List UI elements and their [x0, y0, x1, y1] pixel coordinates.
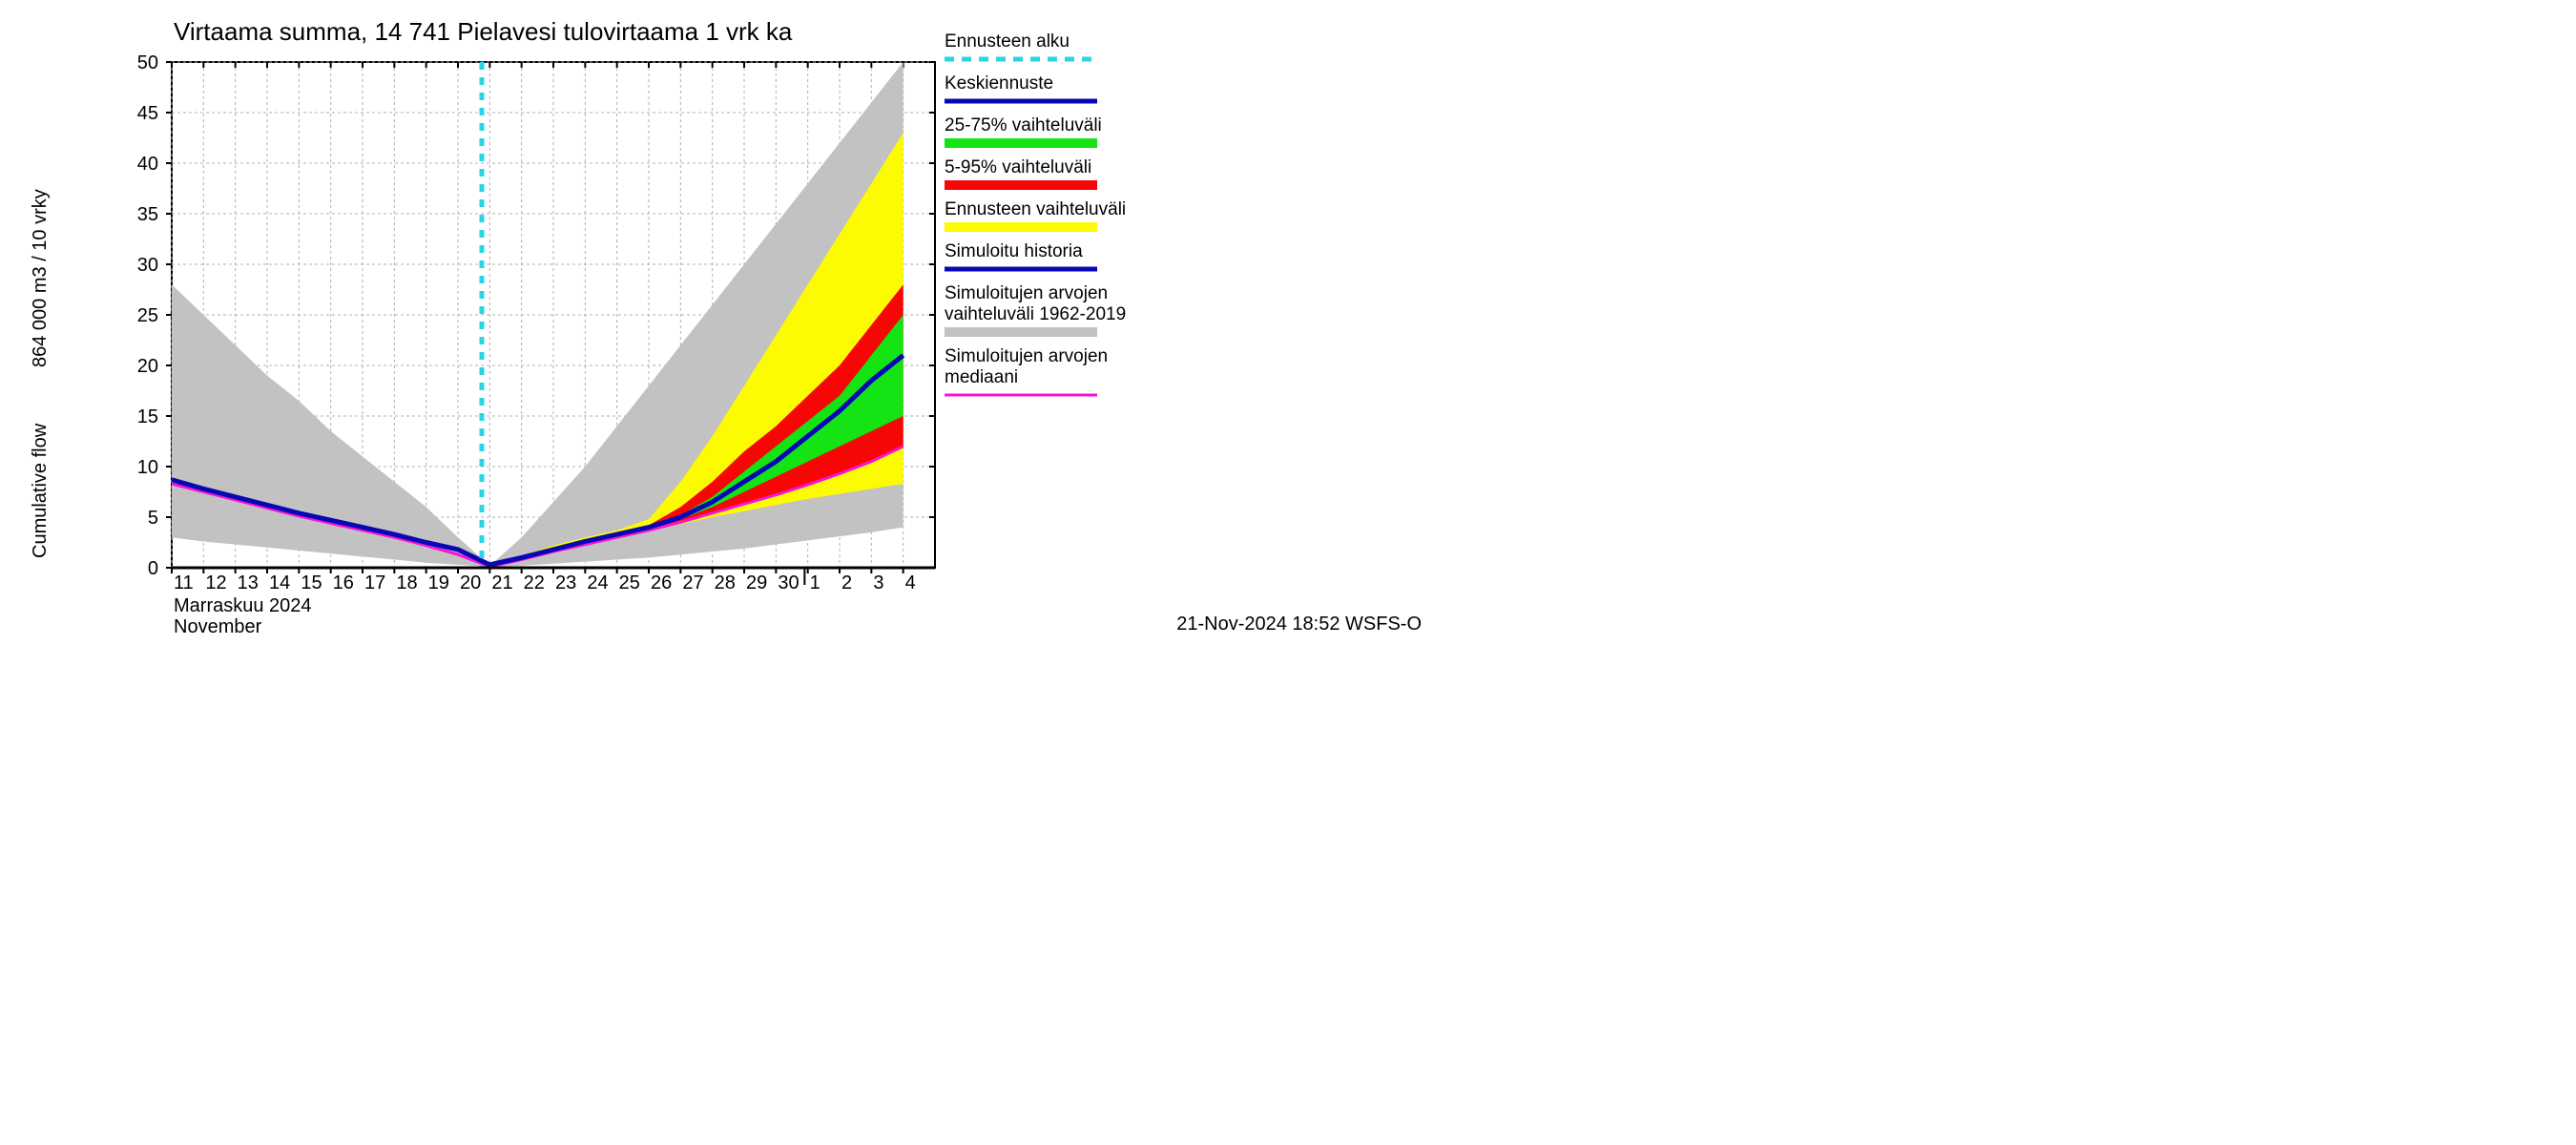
x-tick-label: 4 [905, 572, 916, 593]
y-tick-label: 30 [137, 255, 158, 276]
y-tick-label: 40 [137, 154, 158, 175]
x-tick-label: 20 [460, 572, 481, 593]
cumulative-flow-chart: 1112131415161718192021222324252627282930… [0, 0, 1431, 636]
x-tick-label: 14 [269, 572, 290, 593]
legend-swatch [945, 138, 1097, 148]
chart-svg: 1112131415161718192021222324252627282930… [0, 0, 1431, 636]
y-axis-label-1: Cumulative flow [30, 423, 51, 558]
legend-label: Ennusteen alku [945, 31, 1070, 52]
x-month-fi: Marraskuu 2024 [174, 595, 312, 616]
y-tick-label: 50 [137, 52, 158, 73]
x-tick-label: 24 [587, 572, 608, 593]
legend-label: Simuloitujen arvojen [945, 346, 1108, 366]
legend-swatch [945, 222, 1097, 232]
legend-label: Ennusteen vaihteluväli [945, 199, 1126, 219]
x-tick-label: 15 [301, 572, 322, 593]
x-tick-label: 19 [428, 572, 449, 593]
x-tick-label: 1 [810, 572, 821, 593]
legend-label: Simuloitujen arvojen [945, 283, 1108, 303]
legend-label: 5-95% vaihteluväli [945, 157, 1091, 177]
x-tick-label: 13 [238, 572, 259, 593]
x-tick-label: 18 [396, 572, 417, 593]
chart-title: Virtaama summa, 14 741 Pielavesi tulovir… [174, 17, 793, 46]
y-tick-label: 10 [137, 457, 158, 478]
y-tick-label: 5 [148, 508, 158, 529]
x-tick-label: 17 [364, 572, 385, 593]
y-tick-label: 0 [148, 558, 158, 579]
y-tick-label: 25 [137, 305, 158, 326]
legend-label: 25-75% vaihteluväli [945, 115, 1102, 135]
footer-timestamp: 21-Nov-2024 18:52 WSFS-O [1176, 614, 1422, 635]
y-axis-label-2: 864 000 m3 / 10 vrky [30, 189, 51, 367]
x-tick-label: 12 [205, 572, 226, 593]
legend-label: Simuloitu historia [945, 241, 1083, 261]
x-tick-label: 3 [873, 572, 883, 593]
x-tick-label: 2 [841, 572, 852, 593]
x-tick-label: 23 [555, 572, 576, 593]
x-tick-label: 11 [174, 572, 194, 593]
x-tick-label: 25 [619, 572, 640, 593]
y-tick-label: 45 [137, 103, 158, 124]
x-tick-label: 26 [651, 572, 672, 593]
legend-label: vaihteluväli 1962-2019 [945, 304, 1126, 324]
x-tick-label: 28 [715, 572, 736, 593]
legend-swatch [945, 180, 1097, 190]
y-tick-label: 15 [137, 406, 158, 427]
legend-label: mediaani [945, 367, 1018, 387]
x-tick-label: 21 [491, 572, 512, 593]
y-tick-label: 35 [137, 204, 158, 225]
x-month-en: November [174, 616, 262, 636]
x-tick-label: 16 [333, 572, 354, 593]
y-tick-label: 20 [137, 356, 158, 377]
x-tick-label: 27 [682, 572, 703, 593]
x-tick-label: 29 [746, 572, 767, 593]
legend-label: Keskiennuste [945, 73, 1053, 94]
x-tick-label: 30 [778, 572, 799, 593]
x-tick-label: 22 [524, 572, 545, 593]
legend-swatch [945, 327, 1097, 337]
